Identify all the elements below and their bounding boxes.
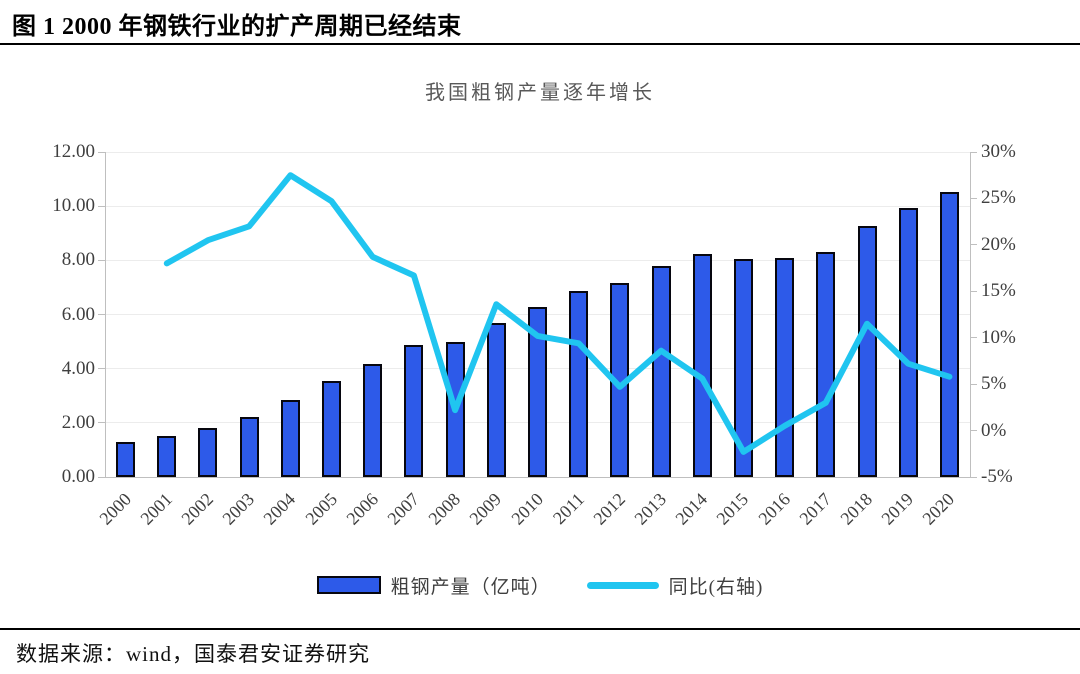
- y-axis-line: [104, 152, 106, 477]
- y-axis-tick-label: 0.00: [61, 466, 95, 487]
- y2-axis-tick-label: 5%: [981, 373, 1007, 395]
- y-axis-tick: [98, 368, 105, 370]
- bar-2020: [939, 191, 959, 477]
- title-divider: [0, 43, 1080, 45]
- bar-2012: [610, 282, 630, 477]
- bar-2019: [898, 207, 918, 477]
- y2-axis-tick: [970, 151, 977, 153]
- bar-2010: [528, 307, 547, 477]
- gridline: [105, 259, 970, 261]
- y2-axis-tick-label: -5%: [981, 466, 1013, 487]
- bar-2000: [116, 442, 136, 477]
- y-axis-tick-label: 4.00: [61, 357, 95, 379]
- legend-line-swatch: [586, 581, 659, 589]
- y2-axis-tick: [970, 476, 977, 478]
- y-axis-tick-label: 10.00: [52, 195, 95, 217]
- y2-axis-tick-label: 15%: [981, 280, 1016, 302]
- bar-2008: [445, 341, 465, 477]
- bar-2017: [816, 251, 836, 477]
- bar-2005: [322, 381, 342, 477]
- y-axis-tick: [98, 314, 105, 315]
- figure-title: 图 1 2000 年钢铁行业的扩产周期已经结束: [12, 14, 462, 40]
- bar-2004: [280, 400, 300, 477]
- y-axis-tick-label: 2.00: [61, 411, 95, 433]
- gridline: [105, 151, 970, 153]
- bar-2002: [198, 427, 218, 477]
- y2-axis-tick: [970, 244, 977, 246]
- y2-axis-tick-label: 10%: [981, 326, 1016, 348]
- y2-axis-tick-label: 30%: [981, 141, 1016, 162]
- y2-axis-tick: [970, 383, 977, 385]
- y-axis-tick: [98, 259, 105, 261]
- legend-bar-swatch: [316, 576, 381, 594]
- legend-line-label: 同比(右轴): [668, 576, 764, 598]
- y-axis-tick: [98, 151, 105, 153]
- gridline: [105, 205, 970, 207]
- bar-2009: [486, 323, 506, 477]
- y2-axis-tick-label: 25%: [981, 187, 1016, 209]
- y2-axis-tick: [970, 337, 977, 339]
- y-axis-tick-label: 6.00: [61, 303, 95, 325]
- y-axis-tick-label: 12.00: [52, 141, 95, 162]
- data-source: 数据来源：wind，国泰君安证券研究: [16, 642, 370, 666]
- y2-axis-tick: [970, 290, 977, 292]
- y-axis-tick: [98, 205, 105, 207]
- y-axis-tick-label: 8.00: [61, 249, 95, 271]
- x-axis-line: [105, 476, 970, 478]
- bar-2011: [569, 291, 589, 477]
- bar-2018: [857, 225, 877, 477]
- bar-2014: [692, 254, 712, 477]
- bar-2003: [239, 416, 259, 477]
- bar-2001: [157, 436, 177, 477]
- bar-2015: [733, 259, 753, 477]
- bar-2016: [775, 258, 795, 477]
- bar-2006: [363, 363, 383, 477]
- legend-bar-label: 粗钢产量（亿吨）: [390, 576, 551, 598]
- footer-divider: [0, 628, 1080, 630]
- y2-axis-tick-label: 0%: [981, 419, 1007, 441]
- y-axis-tick: [98, 476, 105, 478]
- y2-axis-tick: [970, 430, 977, 432]
- chart-title: 我国粗钢产量逐年增长: [425, 82, 655, 104]
- legend: 粗钢产量（亿吨） 同比(右轴): [0, 570, 1080, 600]
- y-axis-tick: [98, 422, 105, 424]
- bar-2013: [651, 266, 671, 477]
- y2-axis-line: [969, 152, 971, 477]
- bar-2007: [404, 344, 424, 477]
- y2-axis-tick-label: 20%: [981, 233, 1016, 255]
- y2-axis-tick: [970, 197, 977, 199]
